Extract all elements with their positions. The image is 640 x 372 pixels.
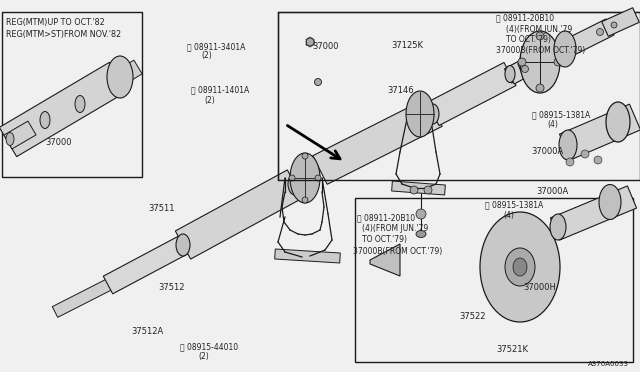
Ellipse shape — [40, 112, 50, 128]
Ellipse shape — [290, 153, 320, 203]
Ellipse shape — [406, 91, 434, 137]
Ellipse shape — [513, 258, 527, 276]
Ellipse shape — [554, 58, 562, 66]
Polygon shape — [4, 121, 36, 149]
Text: 37000H: 37000H — [524, 283, 556, 292]
Text: 37000B(FROM OCT.'79): 37000B(FROM OCT.'79) — [353, 247, 442, 256]
Text: REG(MTM)UP TO OCT.'82: REG(MTM)UP TO OCT.'82 — [6, 18, 105, 27]
Ellipse shape — [518, 58, 526, 66]
Ellipse shape — [302, 153, 308, 159]
Ellipse shape — [315, 175, 321, 181]
Text: (4)(FROM JUN.'79: (4)(FROM JUN.'79 — [362, 224, 429, 233]
Circle shape — [581, 150, 589, 158]
Polygon shape — [550, 186, 637, 240]
Ellipse shape — [306, 38, 314, 46]
Text: (2): (2) — [202, 51, 212, 60]
Text: Ⓜ 08915-1381A: Ⓜ 08915-1381A — [485, 201, 543, 210]
Polygon shape — [275, 249, 340, 263]
Polygon shape — [506, 44, 559, 84]
Ellipse shape — [416, 231, 426, 237]
Ellipse shape — [522, 65, 529, 73]
Circle shape — [416, 209, 426, 219]
Ellipse shape — [554, 31, 576, 67]
Text: Ⓜ 08915-1381A: Ⓜ 08915-1381A — [532, 110, 591, 119]
Ellipse shape — [596, 29, 604, 35]
Ellipse shape — [288, 173, 302, 195]
Text: 37000: 37000 — [45, 138, 71, 147]
Ellipse shape — [289, 175, 295, 181]
Text: 37512A: 37512A — [131, 327, 163, 336]
Ellipse shape — [536, 84, 544, 92]
Ellipse shape — [505, 248, 535, 286]
Polygon shape — [52, 279, 113, 317]
Polygon shape — [175, 170, 303, 259]
Ellipse shape — [536, 32, 544, 40]
Polygon shape — [556, 19, 614, 60]
Text: 37000: 37000 — [312, 42, 339, 51]
Text: 37000B(FROM OCT.'79): 37000B(FROM OCT.'79) — [496, 46, 585, 55]
Bar — [278, 12, 640, 180]
Text: TO OCT.'79): TO OCT.'79) — [506, 35, 550, 44]
Ellipse shape — [611, 22, 617, 28]
Polygon shape — [392, 181, 445, 195]
Text: (2): (2) — [198, 352, 209, 361]
Ellipse shape — [75, 96, 85, 112]
Polygon shape — [427, 62, 516, 125]
Text: Ⓝ 08911-20B10: Ⓝ 08911-20B10 — [357, 213, 415, 222]
Text: TO OCT.'79): TO OCT.'79) — [362, 235, 407, 244]
Polygon shape — [0, 62, 127, 157]
Text: (4): (4) — [547, 120, 558, 129]
Text: Ⓝ 08911-3401A: Ⓝ 08911-3401A — [187, 42, 245, 51]
Text: 37000A: 37000A — [536, 187, 568, 196]
Text: 37146: 37146 — [387, 86, 414, 94]
Circle shape — [594, 156, 602, 164]
Text: 37511: 37511 — [148, 204, 175, 213]
Circle shape — [566, 158, 574, 166]
Polygon shape — [370, 244, 400, 276]
Text: Ⓜ 08915-44010: Ⓜ 08915-44010 — [180, 342, 239, 351]
Polygon shape — [114, 60, 142, 86]
Ellipse shape — [550, 214, 566, 240]
Text: 37000A: 37000A — [531, 147, 563, 156]
Text: 37521K: 37521K — [496, 345, 528, 354]
Text: REG(MTM>ST)FROM NOV.'82: REG(MTM>ST)FROM NOV.'82 — [6, 30, 122, 39]
Ellipse shape — [302, 197, 308, 203]
Text: A370A0033: A370A0033 — [588, 361, 628, 367]
Ellipse shape — [599, 185, 621, 219]
Ellipse shape — [505, 65, 515, 83]
Ellipse shape — [314, 78, 321, 86]
Polygon shape — [313, 98, 442, 184]
Text: 37125K: 37125K — [392, 41, 424, 50]
Ellipse shape — [559, 130, 577, 160]
Polygon shape — [504, 45, 559, 83]
Text: (4)(FROM JUN.'79: (4)(FROM JUN.'79 — [506, 25, 572, 33]
Text: (2): (2) — [205, 96, 216, 105]
Ellipse shape — [427, 104, 439, 124]
Ellipse shape — [480, 212, 560, 322]
Text: 37512: 37512 — [159, 283, 185, 292]
Bar — [355, 198, 633, 362]
Polygon shape — [559, 104, 640, 160]
Text: Ⓝ 08911-1401A: Ⓝ 08911-1401A — [191, 86, 249, 94]
Polygon shape — [103, 235, 189, 294]
Text: (4): (4) — [503, 211, 514, 220]
Text: Ⓝ 08911-20B10: Ⓝ 08911-20B10 — [496, 13, 554, 22]
Ellipse shape — [176, 234, 190, 256]
Ellipse shape — [6, 132, 14, 145]
Ellipse shape — [606, 102, 630, 142]
Polygon shape — [602, 8, 639, 36]
Circle shape — [410, 186, 418, 194]
Text: 37522: 37522 — [459, 312, 485, 321]
Ellipse shape — [107, 56, 133, 98]
Ellipse shape — [520, 31, 560, 93]
Circle shape — [424, 186, 432, 194]
Bar — [2, 12, 142, 177]
